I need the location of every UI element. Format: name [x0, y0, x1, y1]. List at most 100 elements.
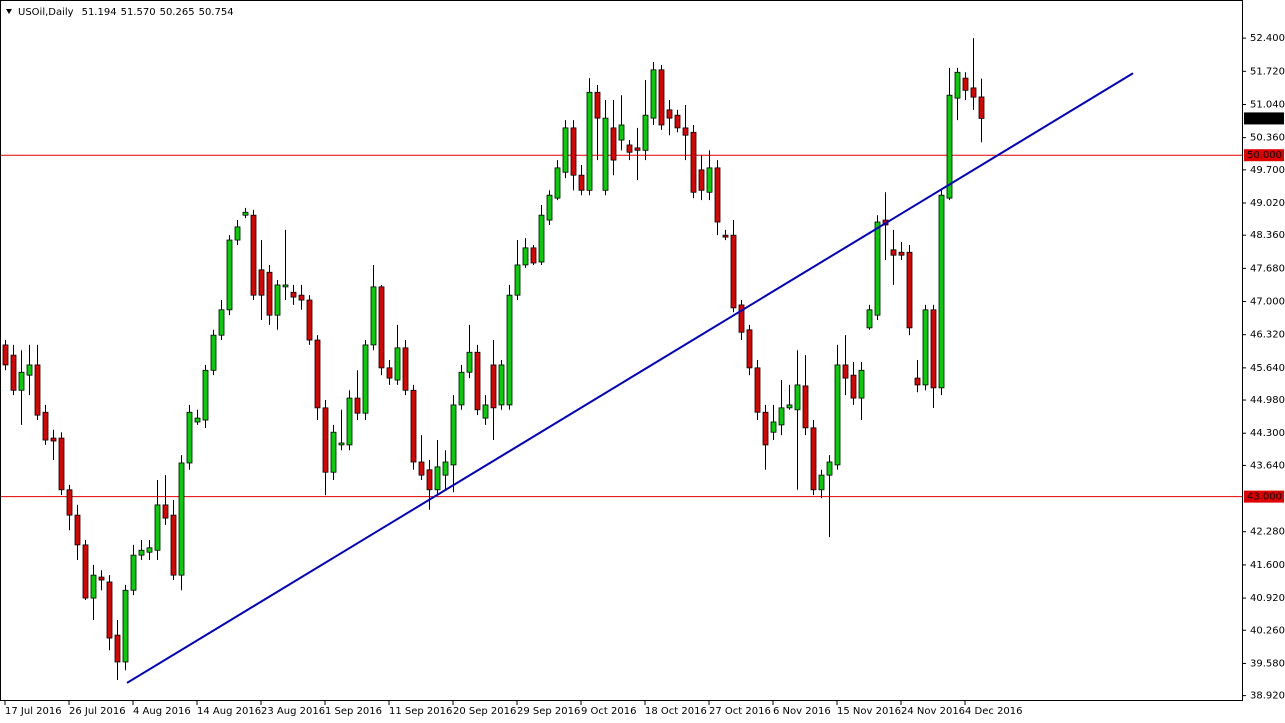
y-tick-label: 51.040 — [1250, 99, 1285, 110]
candle-body — [674, 114, 681, 129]
candle-body — [698, 169, 705, 191]
candle-body — [274, 284, 281, 316]
candle-body — [130, 554, 137, 591]
x-tick-label: 1 Sep 2016 — [325, 706, 382, 717]
x-tick-label: 20 Sep 2016 — [453, 706, 516, 717]
y-tick-label: 44.300 — [1250, 428, 1285, 439]
candle-body — [746, 329, 753, 369]
candle-body — [362, 344, 369, 414]
candle-body — [354, 397, 361, 414]
header-value: 51.570 — [121, 7, 156, 18]
candle-body — [570, 127, 577, 176]
chart-title: USOil,Daily — [18, 7, 74, 18]
candle-body — [170, 514, 177, 576]
candle-body — [906, 251, 913, 329]
candle-body — [954, 71, 961, 99]
candle-body — [634, 147, 641, 151]
y-tick-label: 43.640 — [1250, 460, 1285, 471]
candle-body — [154, 504, 161, 551]
candle-body — [642, 114, 649, 151]
candle-body — [802, 385, 809, 429]
x-tick-label: 4 Aug 2016 — [133, 706, 191, 717]
candle-body — [506, 294, 513, 406]
candle-body — [2, 344, 9, 366]
candle-body — [346, 397, 353, 446]
candle-body — [562, 127, 569, 173]
candle-body — [890, 249, 897, 256]
candle-body — [778, 407, 785, 426]
last-price-box — [1244, 112, 1284, 125]
candle-body — [226, 239, 233, 311]
candle-body — [834, 364, 841, 466]
candle-body — [234, 226, 241, 241]
candle-body — [682, 127, 689, 136]
header-value: 50.265 — [160, 7, 195, 18]
candle-body — [514, 264, 521, 296]
x-tick-label: 11 Sep 2016 — [389, 706, 452, 717]
plot-frame — [0, 0, 1243, 701]
candle-body — [122, 589, 129, 663]
candle-body — [762, 411, 769, 446]
candle-body — [338, 442, 345, 446]
candle-body — [450, 404, 457, 466]
menu-icon[interactable] — [6, 9, 12, 14]
x-tick-label: 4 Dec 2016 — [965, 706, 1023, 717]
y-tick-label: 45.640 — [1250, 363, 1285, 374]
candle-body — [58, 437, 65, 491]
x-tick-label: 26 Jul 2016 — [69, 706, 126, 717]
candle-body — [546, 194, 553, 221]
candle-body — [426, 469, 433, 491]
y-tick-label: 47.000 — [1250, 297, 1285, 308]
candle-body — [66, 489, 73, 516]
candle-body — [178, 462, 185, 576]
candle-body — [18, 371, 25, 391]
candle-body — [34, 364, 41, 416]
candle-body — [658, 69, 665, 126]
candle-body — [722, 234, 729, 238]
level-label-box — [1244, 490, 1284, 503]
x-tick-label: 24 Nov 2016 — [901, 706, 965, 717]
candle-body — [26, 364, 33, 376]
candle-body — [330, 431, 337, 473]
candle-body — [50, 437, 57, 442]
y-tick-label: 44.980 — [1250, 395, 1285, 406]
chart-header: USOil,Daily 51.194 51.570 50.265 50.754 — [18, 7, 234, 18]
candle-body — [794, 384, 801, 411]
candle-body — [114, 634, 121, 663]
candle-body — [186, 411, 193, 464]
candle-body — [538, 214, 545, 263]
candle-body — [202, 369, 209, 421]
candle-body — [626, 144, 633, 153]
y-tick-label: 40.920 — [1250, 593, 1285, 604]
candle-body — [970, 87, 977, 98]
candle-body — [138, 549, 145, 556]
candle-body — [442, 461, 449, 476]
header-value: 51.194 — [82, 7, 117, 18]
y-tick-label: 41.600 — [1250, 560, 1285, 571]
candle-body — [258, 269, 265, 296]
y-tick-label: 47.680 — [1250, 263, 1285, 274]
candle-body — [786, 404, 793, 409]
candle-body — [730, 234, 737, 309]
candle-body — [322, 407, 329, 473]
candle-body — [898, 251, 905, 256]
candle-body — [418, 461, 425, 476]
candle-body — [602, 117, 609, 191]
candle-body — [402, 347, 409, 391]
candle-body — [370, 286, 377, 346]
candle-body — [42, 411, 49, 441]
candle-body — [74, 514, 81, 546]
candle-body — [490, 364, 497, 409]
candle-body — [466, 351, 473, 373]
candle-body — [946, 94, 953, 199]
candle-body — [98, 576, 105, 581]
y-tick-label: 52.400 — [1250, 33, 1285, 44]
candle-body — [594, 91, 601, 119]
candle-body — [210, 334, 217, 371]
candle-body — [218, 309, 225, 336]
candle-body — [738, 304, 745, 333]
candle-body — [498, 364, 505, 406]
candle-body — [866, 309, 873, 329]
